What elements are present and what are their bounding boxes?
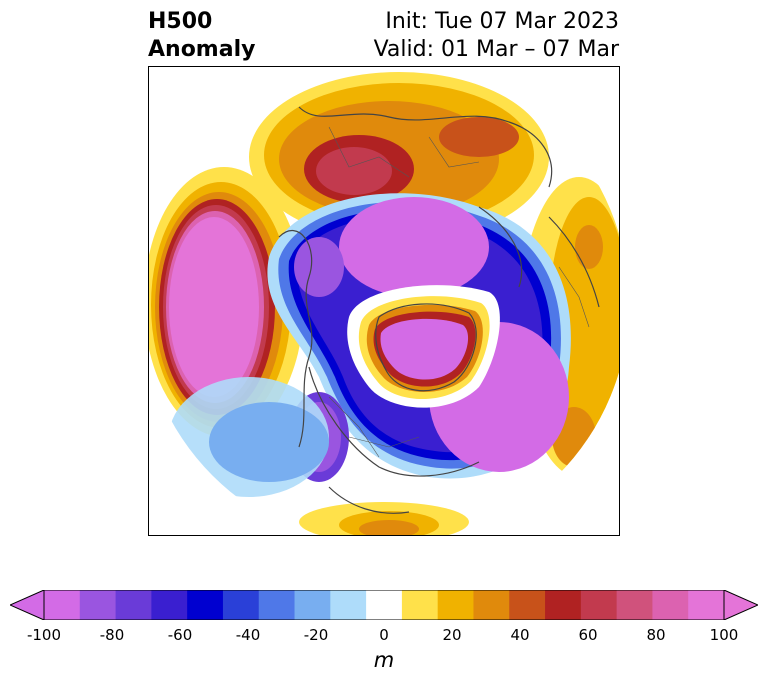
colorbar-tick-label: -60 [167,626,193,644]
colorbar-cell [366,590,403,620]
colorbar-cell [187,590,224,620]
colorbar-extend-low [10,590,45,620]
colorbar-tick-label: 20 [442,626,462,644]
colorbar-cell [437,590,474,620]
colorbar-cell [258,590,296,620]
colorbar-tick-label: -40 [235,626,261,644]
colorbar-tick-label: 60 [578,626,598,644]
colorbar-cell [330,590,367,620]
colorbar-cell [473,590,510,620]
colorbar-outline [43,590,725,620]
trough-anomaly-southwest [169,377,329,497]
colorbar-unit: m [373,648,395,672]
coastlines [278,106,600,514]
colorbar-cells [44,590,725,620]
map-title: H500 Anomaly [148,9,256,62]
colorbar-cell [580,590,618,620]
ridge-anomaly-greenland [347,285,500,408]
ridge-anomaly-north [249,72,549,242]
colorbar-tick-labels: -100 -80 -60 -40 -20 0 20 40 60 80 100 [0,626,768,646]
colorbar-tick-label: -80 [99,626,125,644]
ridge-anomaly-pacific [149,167,304,437]
colorbar-tick-label: 100 [709,626,739,644]
colorbar-tick-label: -20 [303,626,329,644]
borders [328,126,590,458]
colorbar-cell [44,590,81,620]
colorbar-cell [79,590,117,620]
ridge-anomaly-south [299,502,469,535]
colorbar-cell [151,590,188,620]
colorbar-tick-label: 0 [379,626,389,644]
colorbar-cell [222,590,260,620]
colorbar-cell [115,590,152,620]
colorbar-cell [688,590,725,620]
colorbar-cell [652,590,689,620]
colorbar-cell [545,590,582,620]
colorbar-cell [401,590,439,620]
colorbar [10,590,758,620]
colorbar-extend-high [723,590,758,620]
valid-period: Init: Tue 07 Mar 2023 Valid: 01 Mar – 07… [373,9,619,62]
map-panel [148,66,620,536]
colorbar-cell [509,590,546,620]
colorbar-tick-label: -100 [26,626,62,644]
colorbar-cell [294,590,331,620]
colorbar-tick-label: 40 [510,626,530,644]
anomaly-map [149,67,619,535]
colorbar-tick-label: 80 [646,626,666,644]
colorbar-cell [616,590,653,620]
